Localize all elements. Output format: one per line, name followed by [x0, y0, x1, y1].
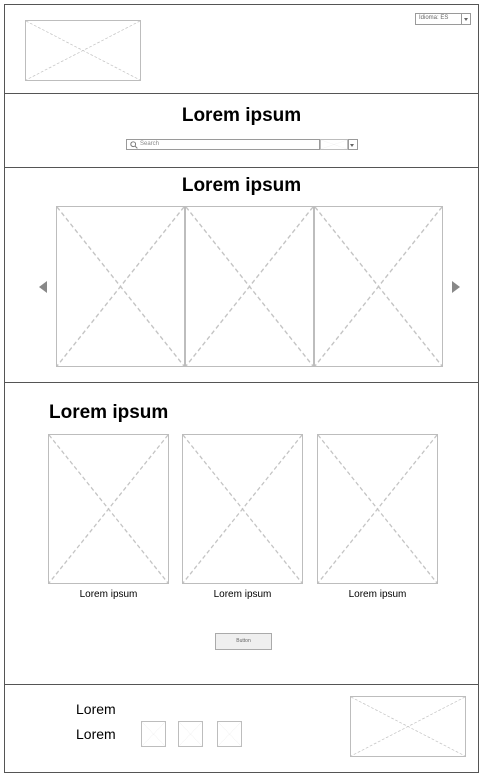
- gallery-title: Lorem ipsum: [49, 402, 169, 423]
- footer-link-1[interactable]: Lorem: [76, 701, 116, 717]
- gallery-section: Lorem ipsum Lorem ipsum Lorem ipsum Lore…: [4, 382, 479, 685]
- carousel-slide-2[interactable]: [185, 206, 314, 367]
- gallery-item-image-1[interactable]: [48, 434, 169, 584]
- language-select[interactable]: Idioma: ES: [415, 13, 471, 25]
- gallery-item-caption-3: Lorem ipsum: [348, 589, 407, 600]
- chevron-down-icon[interactable]: [348, 140, 357, 149]
- gallery-item-caption-1: Lorem ipsum: [79, 589, 138, 600]
- carousel-prev-arrow-icon[interactable]: [39, 281, 47, 293]
- hero-title: Lorem ipsum: [181, 105, 302, 126]
- gallery-item-caption-2: Lorem ipsum: [213, 589, 272, 600]
- carousel-slide-3[interactable]: [314, 206, 443, 367]
- carousel-slide-1[interactable]: [56, 206, 185, 367]
- search-filter-image-placeholder[interactable]: [320, 139, 348, 150]
- footer-social-icon-2[interactable]: [178, 721, 203, 747]
- gallery-button[interactable]: Button: [215, 633, 272, 650]
- carousel-next-arrow-icon[interactable]: [452, 281, 460, 293]
- footer-link-2[interactable]: Lorem: [76, 726, 116, 742]
- logo-image-placeholder: [25, 20, 141, 81]
- search-input[interactable]: Search: [126, 139, 320, 150]
- footer-section: Lorem Lorem: [4, 684, 479, 773]
- gallery-item-image-3[interactable]: [317, 434, 438, 584]
- footer-logo-image-placeholder: [350, 696, 466, 757]
- header-section: Idioma: ES: [4, 4, 479, 94]
- language-select-value: Idioma: ES: [419, 15, 449, 21]
- search-placeholder: Search: [140, 141, 160, 147]
- carousel-section: Lorem ipsum: [4, 167, 479, 383]
- search-icon: [130, 141, 138, 149]
- footer-social-icon-3[interactable]: [217, 721, 242, 747]
- search-filter-dropdown[interactable]: [348, 139, 358, 150]
- carousel-title: Lorem ipsum: [181, 175, 302, 196]
- hero-section: Lorem ipsum Search: [4, 93, 479, 168]
- footer-social-icon-1[interactable]: [141, 721, 166, 747]
- chevron-down-icon[interactable]: [461, 14, 470, 24]
- gallery-item-image-2[interactable]: [182, 434, 303, 584]
